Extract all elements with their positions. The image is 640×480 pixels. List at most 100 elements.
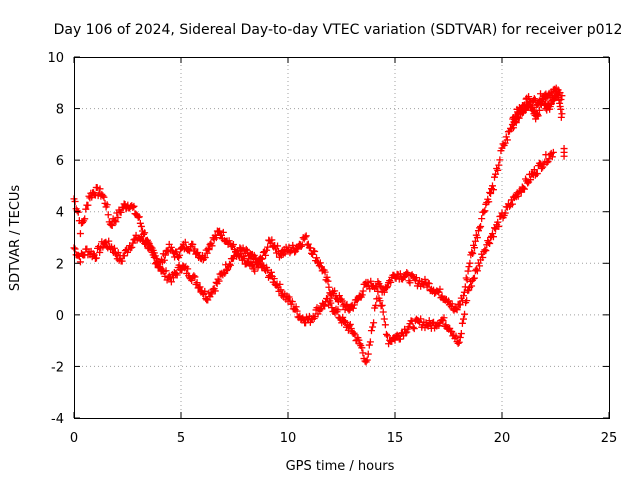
data-point bbox=[297, 242, 305, 250]
data-point bbox=[172, 269, 180, 277]
data-point bbox=[324, 277, 332, 285]
data-point bbox=[495, 222, 503, 230]
data-point bbox=[458, 319, 466, 327]
data-point bbox=[359, 287, 367, 295]
y-tick-label: 10 bbox=[47, 51, 64, 66]
data-point bbox=[476, 262, 484, 270]
data-point bbox=[527, 176, 535, 184]
data-point bbox=[349, 304, 357, 312]
data-point bbox=[402, 329, 410, 337]
data-point bbox=[190, 272, 198, 280]
data-point bbox=[176, 251, 184, 259]
data-point bbox=[512, 115, 520, 123]
data-point bbox=[96, 249, 104, 257]
data-point bbox=[557, 105, 565, 113]
data-point bbox=[255, 256, 263, 264]
data-point bbox=[81, 215, 89, 223]
data-point bbox=[270, 275, 278, 283]
data-point bbox=[473, 267, 481, 275]
data-point bbox=[380, 315, 388, 323]
data-point bbox=[345, 306, 353, 314]
data-point bbox=[161, 251, 169, 259]
data-point bbox=[470, 274, 478, 282]
data-point bbox=[471, 237, 479, 245]
data-point bbox=[311, 248, 319, 256]
data-point bbox=[548, 153, 556, 161]
data-point bbox=[470, 244, 478, 252]
data-point bbox=[302, 232, 310, 240]
data-point bbox=[189, 240, 197, 248]
data-point bbox=[205, 246, 213, 254]
data-point bbox=[103, 201, 111, 209]
data-point bbox=[263, 246, 271, 254]
data-point bbox=[374, 287, 382, 295]
data-point bbox=[543, 159, 551, 167]
y-tick-label: 8 bbox=[56, 103, 64, 118]
data-points bbox=[70, 84, 568, 366]
data-point bbox=[120, 252, 128, 260]
data-point bbox=[262, 251, 270, 259]
data-point bbox=[448, 300, 456, 308]
data-point bbox=[540, 94, 548, 102]
data-point bbox=[452, 305, 460, 313]
data-point bbox=[476, 224, 484, 232]
data-point bbox=[366, 338, 374, 346]
data-point bbox=[341, 317, 349, 325]
data-point bbox=[485, 198, 493, 206]
data-point bbox=[382, 284, 390, 292]
data-point bbox=[560, 145, 568, 153]
data-point bbox=[391, 336, 399, 344]
data-point bbox=[481, 246, 489, 254]
data-point bbox=[358, 344, 366, 352]
data-point bbox=[343, 300, 351, 308]
data-point bbox=[130, 202, 138, 210]
data-point bbox=[89, 250, 97, 258]
data-point bbox=[285, 293, 293, 301]
data-point bbox=[381, 321, 389, 329]
data-point bbox=[184, 265, 192, 273]
data-point bbox=[347, 324, 355, 332]
data-point bbox=[288, 298, 296, 306]
data-point bbox=[454, 339, 462, 347]
data-point bbox=[370, 319, 378, 327]
data-point bbox=[456, 301, 464, 309]
data-point bbox=[409, 323, 417, 331]
data-point bbox=[314, 310, 322, 318]
data-point bbox=[558, 110, 566, 118]
data-point bbox=[376, 297, 384, 305]
data-point bbox=[267, 268, 275, 276]
data-point bbox=[114, 214, 122, 222]
data-point bbox=[502, 133, 510, 141]
data-point bbox=[482, 247, 490, 255]
data-point bbox=[549, 148, 557, 156]
data-point bbox=[425, 280, 433, 288]
data-point bbox=[480, 208, 488, 216]
data-point bbox=[100, 193, 108, 201]
data-point bbox=[128, 243, 136, 251]
data-point bbox=[153, 257, 161, 265]
x-tick-label: 15 bbox=[387, 431, 404, 446]
data-point bbox=[534, 112, 542, 120]
data-point bbox=[481, 207, 489, 215]
x-tick-label: 5 bbox=[177, 431, 185, 446]
data-point bbox=[136, 219, 144, 227]
data-point bbox=[104, 211, 112, 219]
data-point bbox=[105, 237, 113, 245]
data-point bbox=[316, 259, 324, 267]
data-point bbox=[442, 321, 450, 329]
data-point bbox=[264, 266, 272, 274]
data-point bbox=[215, 277, 223, 285]
data-point bbox=[212, 234, 220, 242]
data-point bbox=[211, 287, 219, 295]
data-point bbox=[304, 240, 312, 248]
data-point bbox=[155, 263, 163, 271]
data-point bbox=[141, 229, 149, 237]
data-point bbox=[464, 267, 472, 275]
data-point bbox=[460, 288, 468, 296]
y-tick-label: 0 bbox=[56, 309, 64, 324]
data-point bbox=[301, 233, 309, 241]
data-point bbox=[406, 279, 414, 287]
data-point bbox=[488, 230, 496, 238]
